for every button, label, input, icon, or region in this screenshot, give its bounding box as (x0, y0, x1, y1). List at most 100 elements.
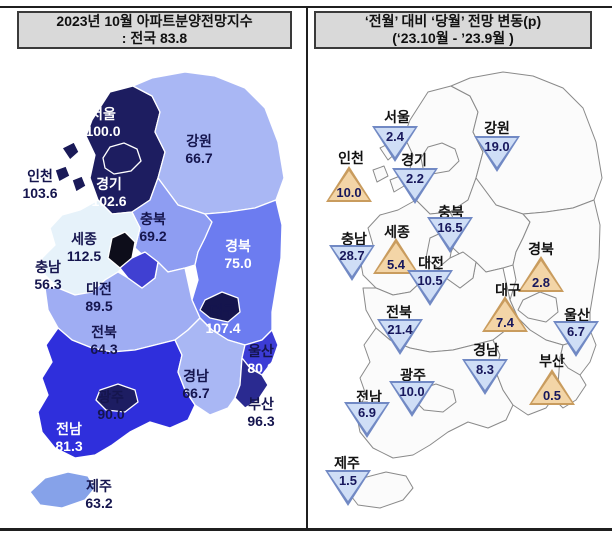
region-name: 세종 (71, 231, 97, 247)
region-value: 66.7 (182, 385, 210, 401)
region-label-jeju: 제주 63.2 (85, 478, 112, 512)
change-label-jeju: 제주 (334, 455, 360, 471)
change-label-daejeon: 대전 (418, 255, 444, 271)
region-label-seoul: 서울 100.0 (85, 106, 120, 140)
region-label-ulsan: 울산 80.0 (247, 343, 274, 377)
change-label-jeonbuk: 전북 (386, 304, 412, 320)
region-value: 103.6 (22, 185, 58, 201)
down-triangle-daejeon: 10.5 (407, 270, 453, 306)
up-triangle-incheon: 10.0 (326, 166, 372, 202)
up-triangle-gyeongbuk: 2.8 (518, 256, 564, 292)
region-name: 울산 (248, 343, 274, 359)
region-label-gyeonggi: 경기 102.6 (91, 176, 126, 210)
change-value: 2.8 (531, 275, 551, 290)
right-title-line2: (‘23.10월 - ’23.9월 ) (392, 30, 514, 46)
region-label-jeonbuk: 전북 64.3 (90, 324, 117, 358)
change-value: 16.5 (437, 220, 463, 235)
down-triangle-chungnam: 28.7 (329, 245, 375, 281)
region-name: 경북 (225, 238, 251, 254)
change-value: 5.4 (386, 257, 406, 272)
province-shape-gwangju (95, 383, 139, 413)
down-triangle-gwangju: 10.0 (389, 381, 435, 417)
change-label-gwangju: 광주 (400, 367, 426, 383)
region-label-daejeon: 대전 89.5 (85, 281, 112, 315)
region-name: 제주 (86, 478, 112, 494)
region-name: 서울 (90, 106, 116, 122)
province-shape-busan (234, 357, 269, 409)
change-value: 0.5 (542, 388, 562, 403)
change-label-chungbuk: 충북 (438, 204, 464, 220)
down-triangle-jeju: 1.5 (325, 470, 371, 506)
region-label-gyeongbuk: 경북 75.0 (224, 238, 251, 272)
down-triangle-gyeongnam: 8.3 (462, 359, 508, 395)
region-value: 112.5 (66, 248, 102, 264)
region-label-gwangju: 광주 90.0 (97, 389, 124, 423)
region-value: 96.3 (247, 413, 275, 429)
province-shape-daegu (199, 291, 241, 323)
left-panel-title: 2023년 10월 아파트분양전망지수 : 전국 83.8 (17, 11, 292, 49)
down-triangle-jeonbuk: 21.4 (377, 319, 423, 355)
change-value: 21.4 (387, 322, 413, 337)
province-shape-seoul (102, 142, 142, 175)
change-value: 10.0 (336, 185, 362, 200)
region-value: 100.0 (85, 123, 121, 139)
region-label-busan: 부산 96.3 (247, 396, 274, 430)
region-label-gangwon: 강원 66.7 (185, 133, 212, 167)
outline-daejeon (437, 251, 477, 289)
change-label-busan: 부산 (539, 353, 565, 369)
change-value: 2.2 (405, 171, 425, 186)
change-value: 8.3 (475, 362, 495, 377)
region-name: 충남 (35, 259, 61, 275)
change-label-seoul: 서울 (384, 109, 410, 125)
region-value: 90.0 (97, 406, 125, 422)
region-name: 경기 (96, 176, 122, 192)
region-value: 102.6 (91, 193, 127, 209)
change-label-ulsan: 울산 (564, 307, 590, 323)
province-shape-jeju (29, 471, 96, 509)
change-label-chungnam: 충남 (341, 231, 367, 247)
left-title-line2: : 전국 83.8 (121, 30, 188, 46)
region-name: 경남 (183, 368, 209, 384)
down-triangle-chungbuk: 16.5 (427, 217, 473, 253)
outline-daegu (517, 291, 559, 323)
region-value: 64.3 (90, 341, 118, 357)
region-label-sejong: 세종 112.5 (67, 231, 101, 265)
change-label-daegu: 대구 (495, 282, 521, 298)
change-value: 6.7 (566, 324, 586, 339)
change-value: 19.0 (484, 139, 510, 154)
down-triangle-gangwon: 19.0 (474, 136, 520, 172)
region-value: 66.7 (185, 150, 213, 166)
region-label-jeonnam: 전남 81.3 (55, 421, 82, 455)
up-triangle-busan: 0.5 (529, 369, 575, 405)
region-value: 63.2 (85, 495, 113, 511)
region-value: 107.4 (205, 320, 241, 336)
left-title-line1: 2023년 10월 아파트분양전망지수 (56, 13, 253, 29)
change-value: 1.5 (338, 473, 358, 488)
down-triangle-gyeonggi: 2.2 (392, 168, 438, 204)
region-name: 대전 (86, 281, 112, 297)
down-triangle-seoul: 2.4 (372, 126, 418, 162)
up-triangle-sejong: 5.4 (373, 238, 419, 274)
region-name: 대구 (210, 303, 236, 319)
province-shape-incheon-islands (54, 141, 87, 193)
change-value: 10.5 (417, 273, 443, 288)
panel-divider-line (306, 6, 308, 531)
region-label-gyeongnam: 경남 66.7 (182, 368, 209, 402)
change-label-gyeongbuk: 경북 (528, 241, 554, 257)
down-triangle-ulsan: 6.7 (553, 321, 599, 357)
change-label-incheon: 인천 (338, 150, 364, 166)
province-shape-daejeon (119, 251, 159, 289)
choropleth-map-korea (29, 71, 285, 509)
change-value: 6.9 (357, 405, 377, 420)
up-triangle-daegu: 7.4 (482, 296, 528, 332)
region-name: 인천 (27, 168, 53, 184)
change-label-gangwon: 강원 (484, 120, 510, 136)
change-value: 2.4 (385, 129, 405, 144)
change-value: 28.7 (339, 248, 365, 263)
change-value: 10.0 (399, 384, 425, 399)
region-name: 광주 (98, 389, 124, 405)
region-label-daegu: 대구 107.4 (205, 303, 240, 337)
region-value: 75.0 (224, 255, 252, 271)
region-label-incheon: 인천 103.6 (22, 168, 57, 202)
